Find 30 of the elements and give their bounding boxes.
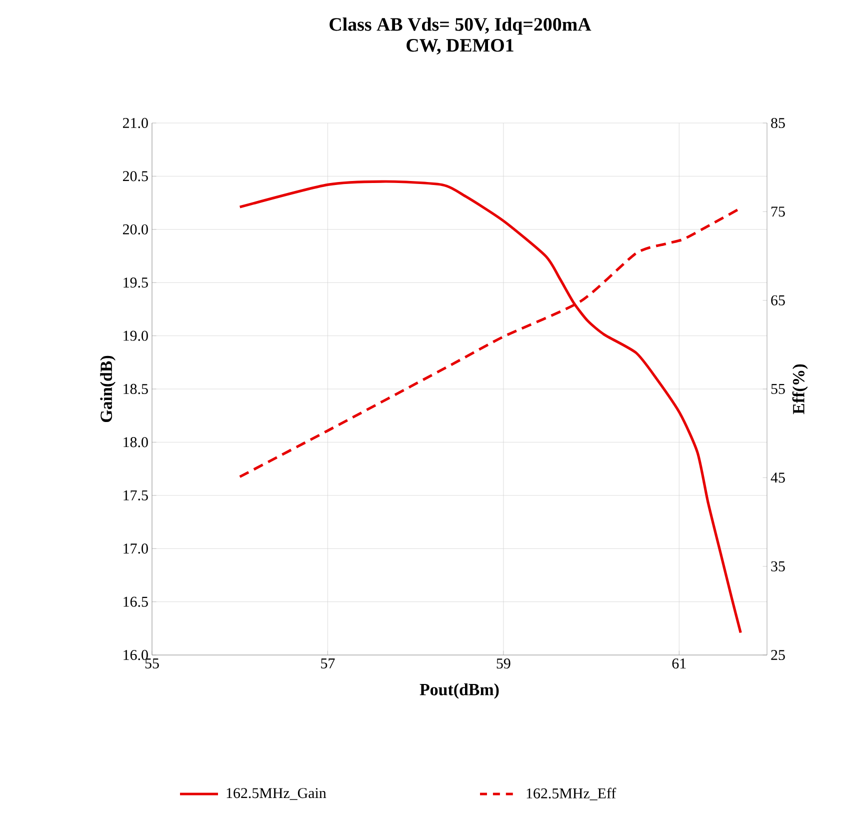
- legend-label: 162.5MHz_Eff: [526, 788, 616, 800]
- y2-tick-label: 55: [771, 384, 785, 394]
- x-axis-title: Pout(dBm): [420, 683, 499, 699]
- x-tick-label: 57: [321, 658, 335, 668]
- line-series: [238, 180, 742, 634]
- chart-title: Class AB Vds= 50V, Idq=200mA: [330, 18, 592, 35]
- y-tick-label: 17.5: [124, 490, 148, 500]
- y2-tick-label: 75: [772, 206, 785, 217]
- chart-subtitle: CW, DEMO1: [406, 39, 514, 54]
- y2-tick-label: 65: [771, 295, 785, 306]
- y-tick-label: 20.0: [122, 224, 148, 234]
- y-axis-title: Gain(dB): [100, 356, 116, 422]
- y2-axis-title: Eff(%): [792, 364, 808, 414]
- y2-tick-label: 25: [771, 650, 785, 660]
- y2-tick-label: 45: [770, 472, 785, 483]
- y-tick-label: 19.0: [124, 330, 148, 341]
- y-tick-label: 20.5: [122, 171, 148, 182]
- y-tick-label: 19.5: [124, 278, 148, 288]
- legend-label: 162.5MHz_Gain: [226, 788, 326, 800]
- x-tick-label: 59: [496, 658, 510, 669]
- y2-tick-label: 35: [771, 561, 785, 572]
- y-tick-label: 16.5: [124, 596, 148, 607]
- y-tick-label: 21.0: [122, 118, 148, 128]
- x-tick-label: 61: [672, 658, 686, 669]
- y-tick-label: 18.5: [124, 384, 148, 394]
- y-tick-label: 16.0: [124, 650, 148, 660]
- y-tick-label: 18.0: [124, 437, 148, 448]
- y-tick-label: 17.0: [124, 544, 148, 554]
- x-tick-label: 55: [145, 658, 159, 668]
- y2-tick-label: 85: [771, 118, 785, 128]
